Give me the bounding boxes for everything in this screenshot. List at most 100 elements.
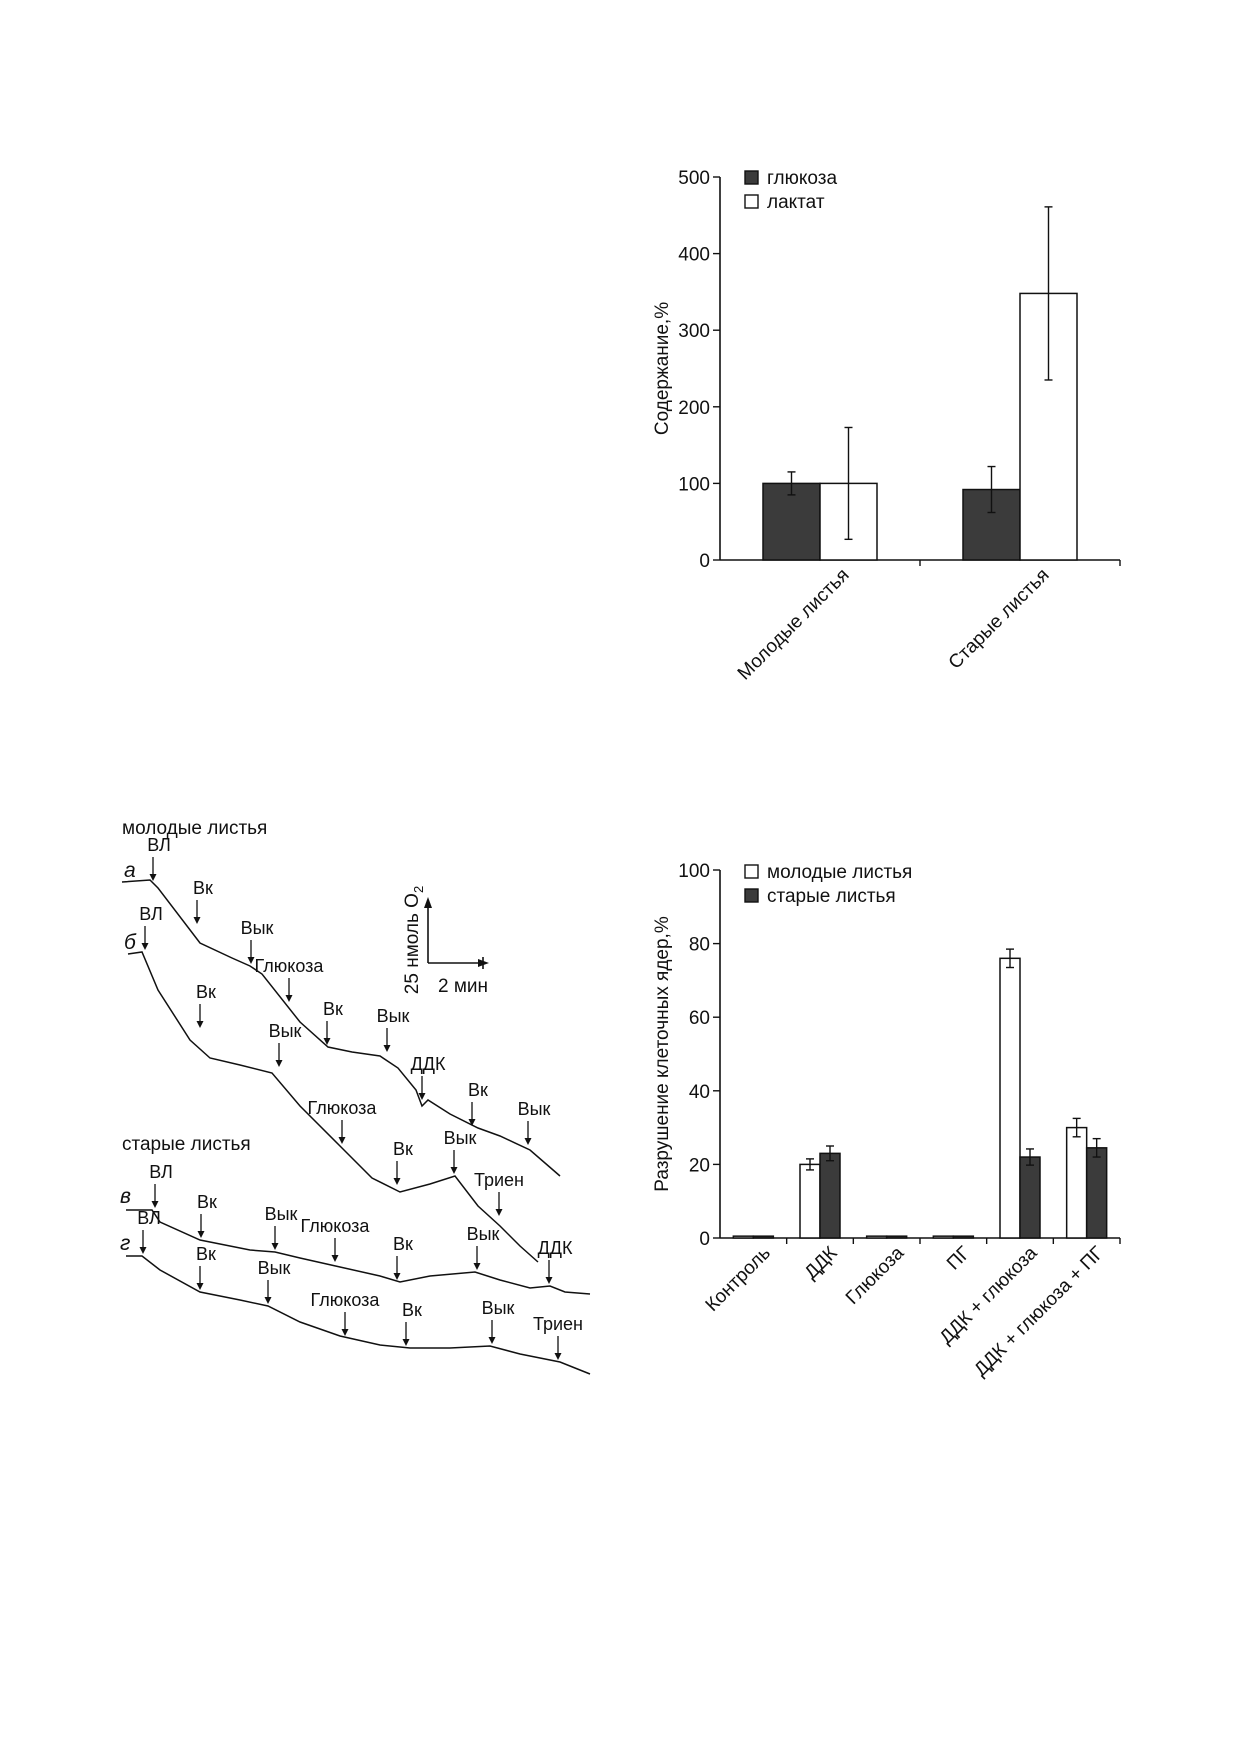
group-label-young: молодые листья <box>122 818 267 839</box>
legend-swatch <box>744 864 759 879</box>
event-label: Глюкоза <box>301 1216 371 1236</box>
event-label: Вык <box>377 1006 410 1026</box>
y-tick-label: 0 <box>699 1229 710 1250</box>
event-arrowhead <box>383 1045 391 1052</box>
event-arrowhead <box>341 1329 349 1336</box>
event-label: Вык <box>444 1128 477 1148</box>
bar <box>865 1235 888 1239</box>
event-label: ДДК <box>538 1238 573 1258</box>
y-tick-label: 100 <box>678 474 710 495</box>
event-arrowhead <box>197 1231 205 1238</box>
bar <box>1085 1147 1108 1239</box>
event-arrowhead <box>554 1353 562 1360</box>
y-axis-label: Разрушение клеточных ядер,% <box>652 916 673 1192</box>
chart-bottom-nuclei-destruction: 0 20 40 60 80 100 Разрушение клеточных ядер,% К… <box>652 861 1121 1381</box>
event-arrowhead <box>393 1178 401 1185</box>
event-label: Глюкоза <box>308 1098 378 1118</box>
bar <box>952 1235 975 1239</box>
bar <box>752 1235 775 1239</box>
event-label: ВЛ <box>149 1162 173 1182</box>
event-label: Вк <box>196 1244 216 1264</box>
oxygen-trace <box>126 1255 591 1375</box>
bar <box>1019 1156 1041 1239</box>
legend-label: глюкоза <box>767 168 837 189</box>
y-tick-label: 100 <box>678 861 710 882</box>
bar <box>732 1235 755 1239</box>
y-tick-label: 200 <box>678 398 710 419</box>
legend-label: старые листья <box>767 886 896 907</box>
event-arrowhead <box>149 874 157 881</box>
event-arrowhead <box>151 1201 159 1208</box>
legend-label: лактат <box>767 192 825 213</box>
event-label: Вык <box>467 1224 500 1244</box>
y-tick-label: 0 <box>699 551 710 572</box>
event-label: Вк <box>193 878 213 898</box>
event-label: ВЛ <box>139 904 163 924</box>
y-tick-label: 40 <box>689 1082 710 1103</box>
legend-swatch <box>744 888 759 903</box>
chart-top-glucose-lactate: 0 100 200 300 400 500 Содержание,% Молодые лист… <box>652 168 1121 685</box>
event-label: Вк <box>468 1080 488 1100</box>
legend-swatch <box>744 170 759 185</box>
event-label: Глюкоза <box>311 1290 381 1310</box>
x-tick-label: Молодые листья <box>734 565 854 685</box>
event-arrowhead <box>524 1138 532 1145</box>
x-tick-label: Контроль <box>702 1243 775 1316</box>
event-label: Вк <box>323 999 343 1019</box>
legend-swatch <box>744 194 759 209</box>
event-label: Вык <box>241 918 274 938</box>
event-label: ВЛ <box>137 1208 161 1228</box>
event-arrowhead <box>196 1283 204 1290</box>
bar <box>932 1235 955 1239</box>
bar <box>799 1163 821 1239</box>
trace-a-label: а <box>124 859 136 882</box>
bar <box>885 1235 908 1239</box>
x-tick-label: Старые листья <box>945 565 1054 674</box>
event-arrowhead <box>323 1038 331 1045</box>
event-arrowhead <box>275 1060 283 1067</box>
event-arrowhead <box>338 1137 346 1144</box>
event-label: Вк <box>196 982 216 1002</box>
y-tick-label: 500 <box>678 168 710 189</box>
event-label: Вк <box>197 1192 217 1212</box>
scale-arrowhead-up <box>424 897 432 908</box>
event-arrowhead <box>193 917 201 924</box>
event-label: Триен <box>474 1170 524 1190</box>
scale-horizontal-label: 2 мин <box>438 976 488 997</box>
event-arrowhead <box>141 943 149 950</box>
event-label: Вык <box>482 1298 515 1318</box>
scale-vertical-label: 25 нмоль O2 <box>402 886 426 994</box>
event-arrowhead <box>271 1243 279 1250</box>
y-tick-label: 60 <box>689 1008 710 1029</box>
trace-g-label: г <box>120 1232 130 1255</box>
event-arrowhead <box>468 1119 476 1126</box>
event-arrowhead <box>450 1167 458 1174</box>
group-label-old: старые листья <box>122 1134 251 1155</box>
oxygen-trace <box>126 1209 591 1295</box>
event-label: Вык <box>269 1021 302 1041</box>
x-tick-label: ДДК + глюкоза + ПГ <box>970 1243 1108 1381</box>
event-arrowhead <box>196 1021 204 1028</box>
event-arrowhead <box>264 1297 272 1304</box>
event-label: Вк <box>402 1300 422 1320</box>
bar <box>1065 1126 1088 1239</box>
scale-subscript: 2 <box>411 886 426 893</box>
x-tick-label: ПГ <box>943 1243 975 1275</box>
event-label: Вк <box>393 1234 413 1254</box>
y-tick-label: 300 <box>678 321 710 342</box>
event-label: Вык <box>265 1204 298 1224</box>
event-arrowhead <box>418 1093 426 1100</box>
bar <box>962 488 1021 561</box>
event-arrowhead <box>331 1255 339 1262</box>
event-label: Вык <box>258 1258 291 1278</box>
event-label: Триен <box>533 1314 583 1334</box>
event-arrowhead <box>393 1273 401 1280</box>
event-label: ВЛ <box>147 835 171 855</box>
trace-b-label: б <box>124 931 137 954</box>
event-arrowhead <box>495 1209 503 1216</box>
event-label: Глюкоза <box>255 956 325 976</box>
event-arrowhead <box>473 1263 481 1270</box>
y-axis-label: Содержание,% <box>652 302 673 435</box>
event-arrowhead <box>247 957 255 964</box>
